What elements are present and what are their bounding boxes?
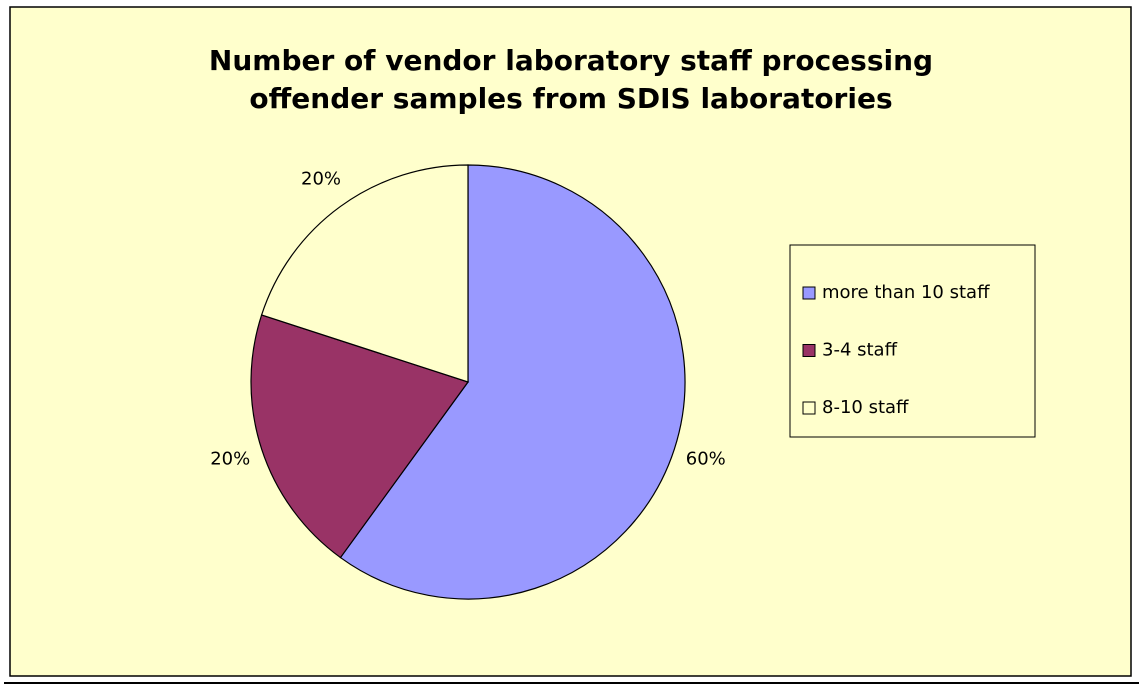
value-label: 20% [301,169,341,190]
legend-label: 8-10 staff [822,397,909,418]
legend-label: 3-4 staff [822,340,898,361]
value-label: 20% [210,448,250,469]
legend-swatch [802,401,816,415]
legend-box [789,244,1036,438]
pie-slice [339,164,686,600]
pie-slice [260,164,469,383]
legend-swatch [802,344,816,357]
chart-title: Number of vendor laboratory staff proces… [208,44,934,115]
value-label: 60% [686,448,726,469]
pie-slice [250,314,469,559]
legend-swatch [802,286,816,300]
legend-label: more than 10 staff [822,282,990,303]
